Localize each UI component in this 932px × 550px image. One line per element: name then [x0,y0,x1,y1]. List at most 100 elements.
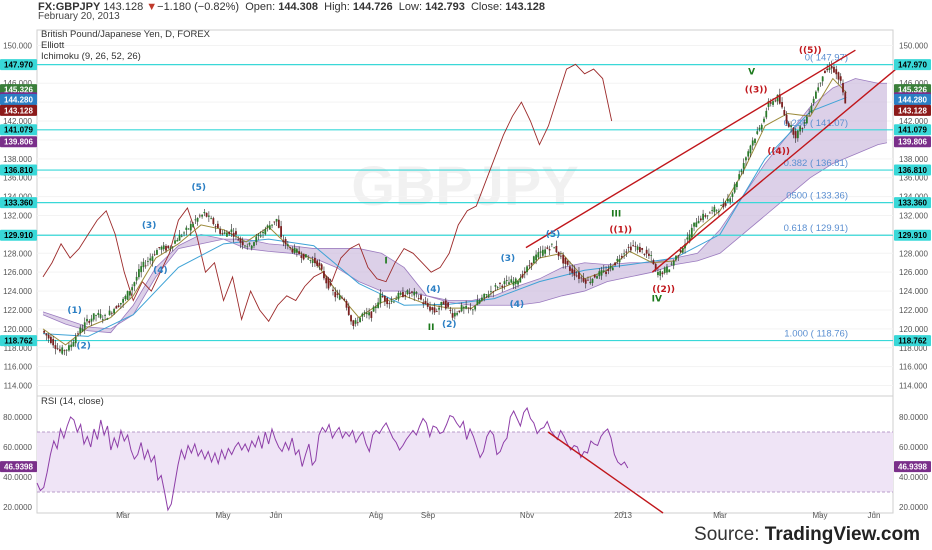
candle-body [713,206,716,213]
candle-body [677,255,680,257]
candle-body [151,256,154,261]
candle-body [550,243,553,245]
candle-body [268,225,271,230]
candle-body [690,227,693,238]
price-tick-label-left: 120.000 [3,325,32,334]
symbol-header: FX:GBPJPY 143.128 ▼−1.180 (−0.82%) Open:… [38,1,545,13]
candle-body [210,218,213,220]
candle-body [830,65,833,69]
candle-body [627,246,630,248]
candle-body [684,244,686,249]
price-badge-left [0,197,37,209]
legend-ichimoku: Ichimoku (9, 26, 52, 26) [41,51,141,62]
price-tick-label-right: 146.000 [899,79,928,88]
fib-level-label: 0( 147.97) [805,53,848,64]
candle-body [492,291,495,293]
candle-body [174,240,176,244]
price-badge-right-text: 147.970 [898,61,927,70]
candle-body [589,281,592,284]
candle-body [266,225,269,228]
price-tick-label-right: 126.000 [899,268,928,277]
elliott-wave-label: (4) [426,285,441,295]
candle-body [774,100,777,102]
candle-body [785,114,788,124]
candle-body [546,247,549,249]
candle-body [763,118,765,122]
candle-body [65,349,68,351]
candle-body [422,302,425,304]
candle-body [487,294,490,298]
candle-body [365,313,368,315]
candle-body [203,212,206,214]
candle-body [219,228,222,234]
candle-body [587,279,589,281]
candle-body [90,318,93,322]
down-arrow-icon: ▼ [146,1,158,13]
candle-body [338,295,341,300]
candle-body [485,294,488,295]
candle-body [564,257,567,264]
price-badge-left-text: 141.079 [4,126,33,135]
price-badge-right [894,104,931,116]
candle-body [393,301,395,303]
price-tick-label-left: 116.000 [4,363,33,372]
candle-body [52,339,55,346]
candle-body [169,247,172,249]
candle-body [663,267,666,273]
candle-body [787,123,790,127]
rsi-title: RSI (14, close) [41,396,104,407]
candle-body [740,170,743,173]
candle-body [535,254,537,261]
candle-body [429,306,431,311]
candle-body [282,240,285,243]
elliott-wave-label: (2) [76,342,91,352]
price-badge-right-text: 141.079 [898,126,927,135]
candle-body [566,260,569,265]
candle-body [519,277,522,283]
candle-body [255,236,258,243]
candle-body [562,254,565,264]
candle-body [286,244,289,247]
price-badge-left-text: 147.970 [4,61,33,70]
elliott-wave-label: (3) [501,254,516,264]
price-change: −1.180 (−0.82%) [157,1,240,13]
candle-body [122,298,125,303]
candle-body [201,214,203,217]
candle-body [74,337,77,344]
candle-body [699,218,702,221]
cloud-span-b [42,142,888,330]
candle-body [205,212,208,217]
candle-body [625,251,628,253]
price-badge-left [0,104,37,116]
candle-body [372,306,375,312]
price-badge-left [0,164,37,176]
candle-body [390,300,393,303]
time-axis-label: May [215,511,230,520]
candle-body [212,218,215,225]
rsi-line [36,406,629,512]
candle-body [634,246,637,247]
candle-body [805,116,808,124]
candle-body [582,278,585,282]
candle-body [530,262,533,265]
candle-body [769,102,772,104]
candle-body [381,295,384,298]
price-badge-right-text: 136.810 [898,166,927,175]
candle-body [370,311,373,318]
candle-body [119,302,122,305]
candle-body [837,72,840,80]
elliott-wave-label: II [428,323,435,333]
candle-body [661,272,664,275]
last-price: 143.128 [103,1,144,13]
candle-body [101,319,104,320]
candle-body [56,348,59,350]
price-tick-label-right: 134.000 [899,193,928,202]
candle-body [395,298,398,300]
candle-body [756,131,759,134]
candle-body [431,307,434,310]
candle-body [733,184,736,193]
candle-body [557,251,560,257]
candle-body [97,312,100,315]
candle-body [839,76,842,81]
